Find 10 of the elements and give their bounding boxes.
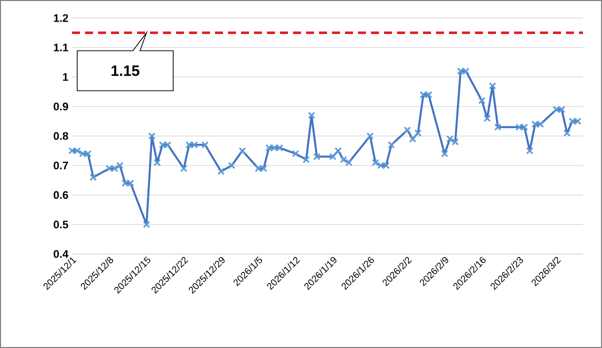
y-tick-label: 1 (63, 73, 68, 81)
y-tick-label: 0.5 (54, 220, 68, 228)
y-tick-label: 0.6 (54, 191, 68, 199)
y-tick-label: 1.2 (54, 14, 68, 22)
ref-line-label: 1.15 (112, 66, 140, 76)
y-tick-label: 1.1 (54, 44, 68, 52)
y-tick-label: 0.9 (54, 102, 68, 110)
y-tick-label: 0.8 (54, 132, 68, 140)
y-tick-label: 0.4 (54, 250, 68, 258)
y-tick-label: 0.7 (54, 162, 68, 170)
